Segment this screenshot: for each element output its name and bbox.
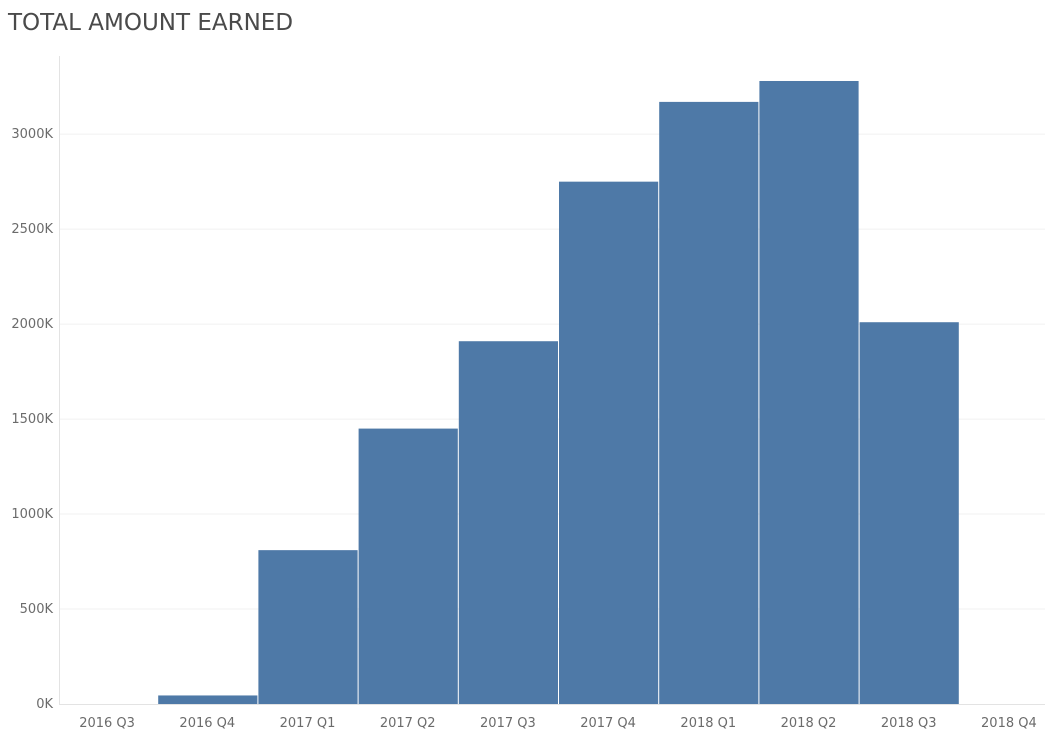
bar-2017-q2[interactable] [358,428,458,704]
x-tick-label: 2017 Q4 [580,716,636,731]
axes [59,56,1045,705]
x-tick-label: 2018 Q2 [781,716,837,731]
y-tick-label: 1000K [11,507,53,522]
bar-2017-q1[interactable] [258,550,358,704]
x-tick-label: 2016 Q3 [79,716,135,731]
y-tick-label: 1500K [11,412,53,427]
x-tick-label: 2017 Q1 [280,716,336,731]
bars [158,80,959,705]
x-axis-tick-labels: 2016 Q3 2016 Q4 2017 Q1 2017 Q2 2017 Q3 2017 … [79,716,1037,731]
y-tick-label: 500K [20,602,54,617]
bar-2018-q1[interactable] [659,101,759,704]
y-axis-tick-labels: 0K 500K 1000K 1500K 2000K 2500K 3000K [11,127,53,712]
x-tick-label: 2018 Q3 [881,716,937,731]
x-tick-label: 2017 Q3 [480,716,536,731]
x-tick-label: 2018 Q1 [680,716,736,731]
x-tick-label: 2017 Q2 [380,716,436,731]
x-tick-label: 2018 Q4 [981,716,1037,731]
x-tick-label: 2016 Q4 [179,716,235,731]
bar-2018-q2[interactable] [759,80,859,704]
y-tick-label: 0K [36,697,53,712]
bar-2016-q4[interactable] [158,695,258,704]
bar-2017-q4[interactable] [559,181,659,705]
bar-2018-q3[interactable] [859,322,959,704]
chart-title: TOTAL AMOUNT EARNED [8,10,294,36]
y-tick-label: 2500K [11,222,53,237]
y-tick-label: 3000K [11,127,53,142]
y-tick-label: 2000K [11,317,53,332]
bar-2017-q3[interactable] [458,341,558,704]
